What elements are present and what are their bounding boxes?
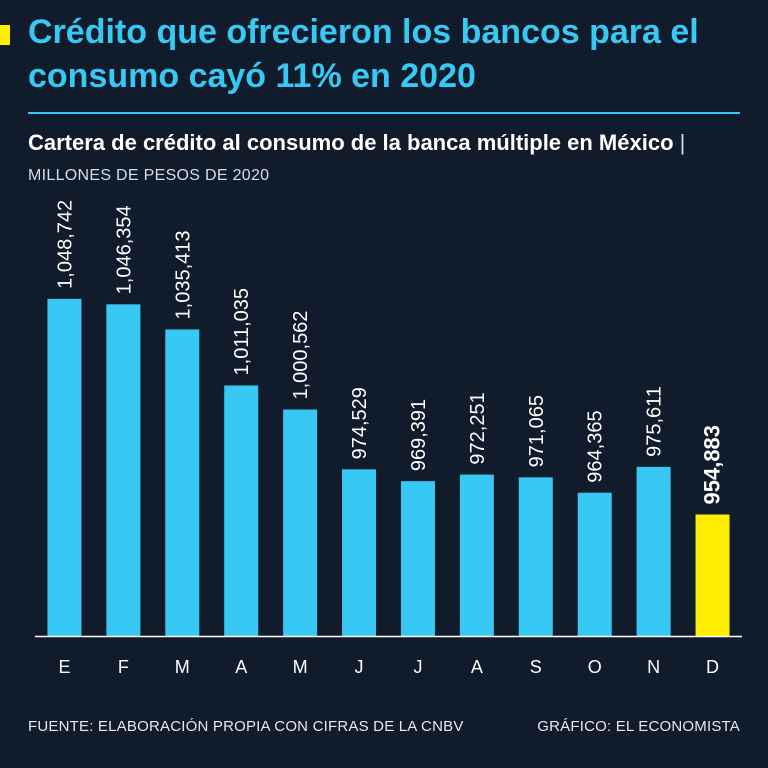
headline: Crédito que ofrecieron los bancos para e… xyxy=(28,13,699,95)
bar-value-label: 969,391 xyxy=(408,399,430,471)
bar-value-label: 954,883 xyxy=(700,425,725,505)
credit-note: GRÁFICO: EL ECONOMISTA xyxy=(537,718,740,735)
source-note: FUENTE: ELABORACIÓN PROPIA CON CIFRAS DE… xyxy=(28,718,464,735)
bar xyxy=(106,304,141,636)
bar-value-label: 1,046,354 xyxy=(113,205,135,294)
bar xyxy=(636,466,671,636)
bar-value-label: 971,065 xyxy=(526,395,548,467)
bar-value-label: 1,048,742 xyxy=(54,200,76,289)
title-divider xyxy=(28,112,740,114)
x-tick-label: O xyxy=(588,657,602,677)
x-tick-label: F xyxy=(118,657,129,677)
bar xyxy=(695,514,730,636)
bar-value-label: 964,365 xyxy=(585,410,607,482)
x-tick-label: E xyxy=(58,657,70,677)
bar xyxy=(165,329,200,636)
x-tick-label: A xyxy=(235,657,247,677)
bar xyxy=(518,477,553,636)
bar-value-label: 974,529 xyxy=(349,387,371,459)
bar xyxy=(400,481,435,636)
bar xyxy=(577,492,612,636)
x-tick-label: M xyxy=(293,657,308,677)
bar-value-label: 1,000,562 xyxy=(290,311,312,400)
x-tick-label: J xyxy=(355,657,364,677)
bar-value-label: 1,011,035 xyxy=(231,288,253,375)
bar xyxy=(224,385,259,636)
x-tick-label: A xyxy=(471,657,483,677)
bar-value-label: 975,611 xyxy=(644,386,666,457)
x-tick-label: J xyxy=(413,657,422,677)
x-tick-label: D xyxy=(706,657,719,677)
x-tick-label: M xyxy=(175,657,190,677)
bar xyxy=(47,298,82,636)
chart-subtitle: Cartera de crédito al consumo de la banc… xyxy=(28,128,758,191)
chart-unit: MILLONES DE PESOS DE 2020 xyxy=(28,167,270,184)
subtitle-separator: | xyxy=(679,130,686,155)
chart-title: Cartera de crédito al consumo de la banc… xyxy=(28,130,674,155)
x-tick-label: S xyxy=(530,657,542,677)
x-tick-label: N xyxy=(647,657,660,677)
bar xyxy=(342,469,377,636)
footer: FUENTE: ELABORACIÓN PROPIA CON CIFRAS DE… xyxy=(28,718,740,735)
bar-value-label: 1,035,413 xyxy=(172,230,194,319)
accent-mark xyxy=(0,25,10,45)
bar xyxy=(459,474,494,636)
bar xyxy=(283,409,318,636)
bar-value-label: 972,251 xyxy=(467,392,489,464)
